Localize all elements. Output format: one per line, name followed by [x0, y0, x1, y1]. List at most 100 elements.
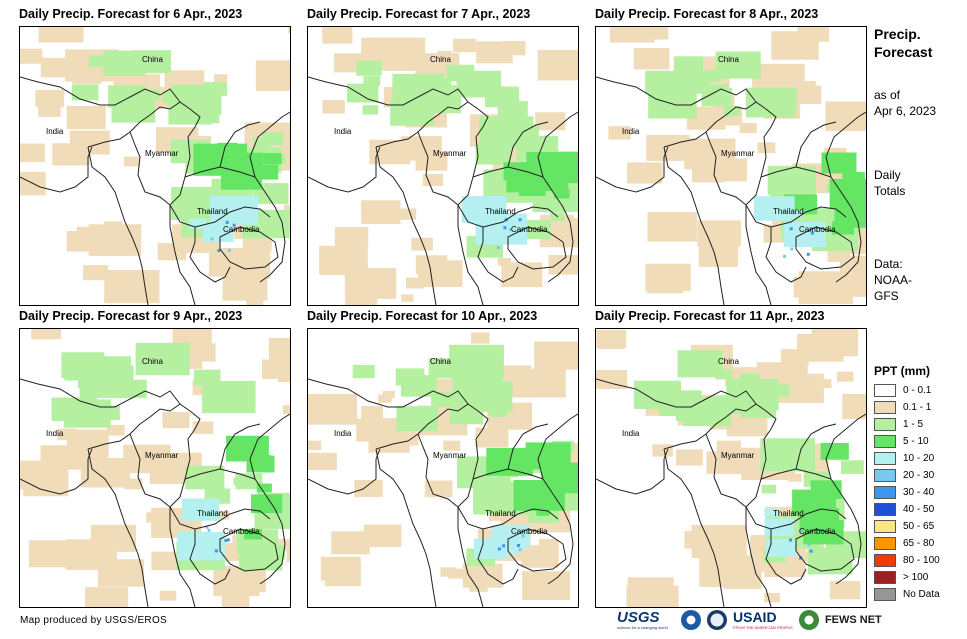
precip-cell: [106, 424, 125, 436]
place-label-myanmar: Myanmar: [145, 451, 179, 460]
precip-cell-heavy: [509, 228, 513, 232]
precip-cell: [361, 406, 384, 420]
legend-item: 5 - 10: [874, 433, 940, 450]
place-label-india: India: [334, 429, 352, 438]
precip-cell: [255, 60, 290, 91]
precip-cell: [739, 122, 757, 134]
country-border: [795, 423, 837, 470]
precip-cell: [104, 269, 160, 304]
dos-seal-icon: [707, 610, 727, 630]
precip-cell-heavy: [809, 549, 813, 553]
precip-cell: [443, 440, 461, 451]
legend-item: 50 - 65: [874, 518, 940, 535]
precip-cell: [246, 296, 264, 305]
panel-title: Daily Precip. Forecast for 9 Apr., 2023: [19, 309, 243, 323]
country-border: [219, 423, 261, 470]
precip-cell: [764, 593, 780, 603]
country-border: [795, 226, 855, 270]
precip-cell-heavy: [518, 548, 522, 552]
map-canvas: [20, 27, 290, 305]
precip-cell: [501, 40, 526, 56]
precip-cell: [282, 405, 290, 415]
usgs-tagline: science for a changing world: [617, 625, 668, 630]
country-border: [472, 166, 574, 283]
precip-cell: [362, 105, 379, 115]
precip-cell: [788, 473, 802, 482]
country-border: [194, 206, 271, 228]
place-label-india: India: [46, 127, 64, 136]
precip-cell: [645, 77, 667, 91]
place-label-thailand: Thailand: [197, 509, 228, 518]
precip-cell: [396, 406, 438, 432]
precip-cell: [123, 156, 141, 167]
precip-cell: [715, 369, 733, 380]
precip-cell-heavy: [799, 556, 803, 560]
precip-cell: [69, 130, 110, 155]
country-border: [169, 507, 196, 607]
country-border: [457, 506, 519, 585]
place-label-china: China: [142, 55, 163, 64]
precip-cell: [185, 343, 216, 362]
precip-cell: [799, 508, 840, 532]
usgs-wordmark: USGS: [617, 609, 660, 626]
place-label-thailand: Thailand: [485, 207, 516, 216]
precip-cell: [361, 200, 401, 224]
as-of-line2: Apr 6, 2023: [874, 104, 937, 118]
precip-cell: [723, 105, 741, 116]
country-border: [596, 448, 669, 495]
precip-cell: [633, 48, 670, 70]
precip-cell: [753, 196, 795, 221]
precip-cell-heavy: [217, 249, 221, 253]
precip-cell: [397, 208, 417, 220]
precip-cell: [308, 393, 358, 425]
precip-cell: [537, 49, 578, 81]
place-label-cambodia: Cambodia: [511, 225, 548, 234]
map-canvas: [596, 329, 866, 607]
precip-cell: [497, 101, 528, 120]
precip-cell: [38, 27, 84, 43]
precip-cell: [684, 138, 736, 170]
country-border: [507, 226, 567, 270]
country-border: [596, 76, 757, 148]
precip-cell-heavy: [518, 218, 522, 222]
precip-cell: [31, 329, 62, 340]
precip-cell: [422, 173, 444, 187]
precip-cell: [821, 152, 857, 174]
precip-cell: [192, 421, 214, 434]
precip-cell: [146, 512, 164, 523]
legend-item: 30 - 40: [874, 484, 940, 501]
precip-cell: [647, 211, 697, 242]
precip-cell-heavy: [497, 547, 501, 551]
precip-cell: [65, 539, 118, 571]
precip-cell: [88, 55, 108, 67]
precip-cell: [842, 393, 866, 419]
place-label-cambodia: Cambodia: [799, 527, 836, 536]
precip-cell-heavy: [210, 237, 214, 241]
precip-cell-heavy: [789, 227, 793, 231]
precip-cell: [253, 137, 271, 149]
country-border: [745, 205, 772, 305]
legend-item: 20 - 30: [874, 467, 940, 484]
precip-cell: [414, 85, 461, 114]
precip-cell: [820, 442, 849, 460]
precip-cell: [490, 525, 530, 549]
country-border: [482, 206, 559, 228]
country-border: [219, 121, 261, 168]
precip-cell: [608, 126, 631, 140]
country-border: [20, 448, 93, 495]
precip-cell: [172, 329, 212, 345]
place-label-thailand: Thailand: [197, 207, 228, 216]
legend-swatch: [874, 537, 896, 550]
country-border: [663, 146, 725, 305]
legend-item: 10 - 20: [874, 450, 940, 467]
precip-cell: [816, 379, 832, 389]
country-border: [219, 226, 279, 270]
precip-cell: [20, 143, 45, 163]
legend-label: 30 - 40: [903, 487, 935, 498]
precip-cell: [761, 484, 776, 494]
country-border: [596, 146, 669, 193]
precip-cell: [159, 590, 177, 601]
precip-cell: [424, 480, 453, 498]
precip-cell-heavy: [232, 223, 236, 227]
precip-cell-heavy: [516, 543, 520, 547]
